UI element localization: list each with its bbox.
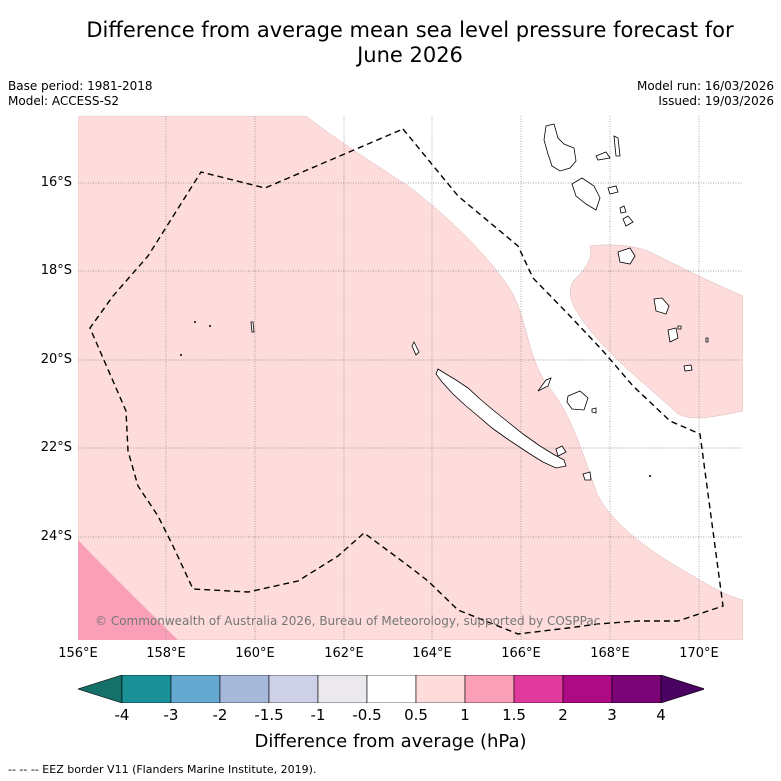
colorbar-extend-low <box>78 675 123 703</box>
ouvea-island <box>537 377 552 392</box>
colorbar-segment <box>121 675 172 703</box>
title-line-1: Difference from average mean sea level p… <box>86 18 734 42</box>
lon-label: 166°E <box>501 646 541 661</box>
model-name: Model: ACCESS-S2 <box>8 94 120 108</box>
copyright-text: © Commonwealth of Australia 2026, Bureau… <box>95 614 601 628</box>
malakula-island <box>571 177 601 211</box>
anomaly-area-southwest <box>78 540 178 640</box>
mare-island <box>582 471 592 481</box>
colorbar-segment <box>464 675 515 703</box>
meta-left: Base period: 1981-2018 Model: ACCESS-S2 <box>8 79 153 109</box>
aneityum-island <box>667 327 679 343</box>
lon-label: 156°E <box>58 646 98 661</box>
anomaly-area-east <box>570 244 743 419</box>
colorbar-segment <box>317 675 368 703</box>
lat-label: 18°S <box>40 263 72 278</box>
gridlines <box>78 116 743 640</box>
base-period: Base period: 1981-2018 <box>8 79 153 93</box>
colorbar-tick-label: -1 <box>310 706 326 724</box>
colorbar-segment <box>219 675 270 703</box>
colorbar-tick-label: 0.5 <box>404 706 428 724</box>
issued-date: Issued: 19/03/2026 <box>658 94 774 108</box>
colorbar-tick-label: -0.5 <box>352 706 382 724</box>
lon-label: 162°E <box>324 646 364 661</box>
espiritu-santo-island <box>543 123 577 172</box>
colorbar-tick-label: -2 <box>212 706 228 724</box>
colorbar-tick-label: -3 <box>163 706 179 724</box>
isle-of-pines <box>555 445 567 457</box>
model-run: Model run: 16/03/2026 <box>636 79 774 93</box>
lon-label: 160°E <box>235 646 275 661</box>
meta-right: Model run: 16/03/2026 Issued: 19/03/2026 <box>637 79 774 109</box>
lat-label: 24°S <box>40 529 72 544</box>
colorbar-tick-label: -4 <box>114 706 130 724</box>
lat-label: 20°S <box>40 352 72 367</box>
colorbar-segment <box>366 675 417 703</box>
matthew-island <box>683 364 693 372</box>
ambae-island <box>595 151 611 161</box>
colorbar-tick-label: 4 <box>656 706 666 724</box>
aniwa-island <box>705 337 709 343</box>
lon-label: 164°E <box>412 646 452 661</box>
tiga-island <box>591 407 597 414</box>
eez-border <box>89 128 724 635</box>
reef-dot-2 <box>209 325 211 327</box>
colorbar-tick-label: 2 <box>558 706 568 724</box>
colorbar-segment <box>562 675 613 703</box>
colorbar-tick-label: 1.5 <box>502 706 526 724</box>
lat-label: 22°S <box>40 440 72 455</box>
chart-title: Difference from average mean sea level p… <box>0 18 781 68</box>
lifou-island <box>566 390 589 411</box>
colorbar-extend-high <box>660 675 704 703</box>
reef-dot-3 <box>180 354 182 356</box>
reef-dot-1 <box>194 321 196 323</box>
futuna-island <box>677 325 682 330</box>
lon-label: 168°E <box>590 646 630 661</box>
ambrym-island <box>607 185 619 195</box>
colorbar-segment <box>611 675 662 703</box>
colorbar-segment <box>170 675 221 703</box>
belep-islands <box>411 341 420 356</box>
lat-label: 16°S <box>40 175 72 190</box>
lon-label: 170°E <box>679 646 719 661</box>
colorbar <box>78 675 704 703</box>
epi-island <box>619 205 627 214</box>
colorbar-segment <box>268 675 319 703</box>
title-line-2: June 2026 <box>357 43 463 67</box>
efate-island <box>622 215 634 227</box>
eez-legend-footnote: -- -- -- EEZ border V11 (Flanders Marine… <box>8 763 317 776</box>
erromango-island <box>617 247 636 265</box>
colorbar-tick-label: -1.5 <box>254 706 284 724</box>
pentecost-island <box>613 135 621 157</box>
reef-dot-4 <box>649 475 651 477</box>
colorbar-title: Difference from average (hPa) <box>254 731 527 752</box>
chesterfield-reef <box>250 321 255 333</box>
map-panel <box>78 116 743 640</box>
new-caledonia-island <box>435 368 567 469</box>
tanna-island <box>653 297 670 315</box>
colorbar-tick-label: 3 <box>607 706 617 724</box>
lon-label: 158°E <box>146 646 186 661</box>
colorbar-segment <box>513 675 564 703</box>
colorbar-tick-label: 1 <box>460 706 470 724</box>
colorbar-segment <box>415 675 466 703</box>
